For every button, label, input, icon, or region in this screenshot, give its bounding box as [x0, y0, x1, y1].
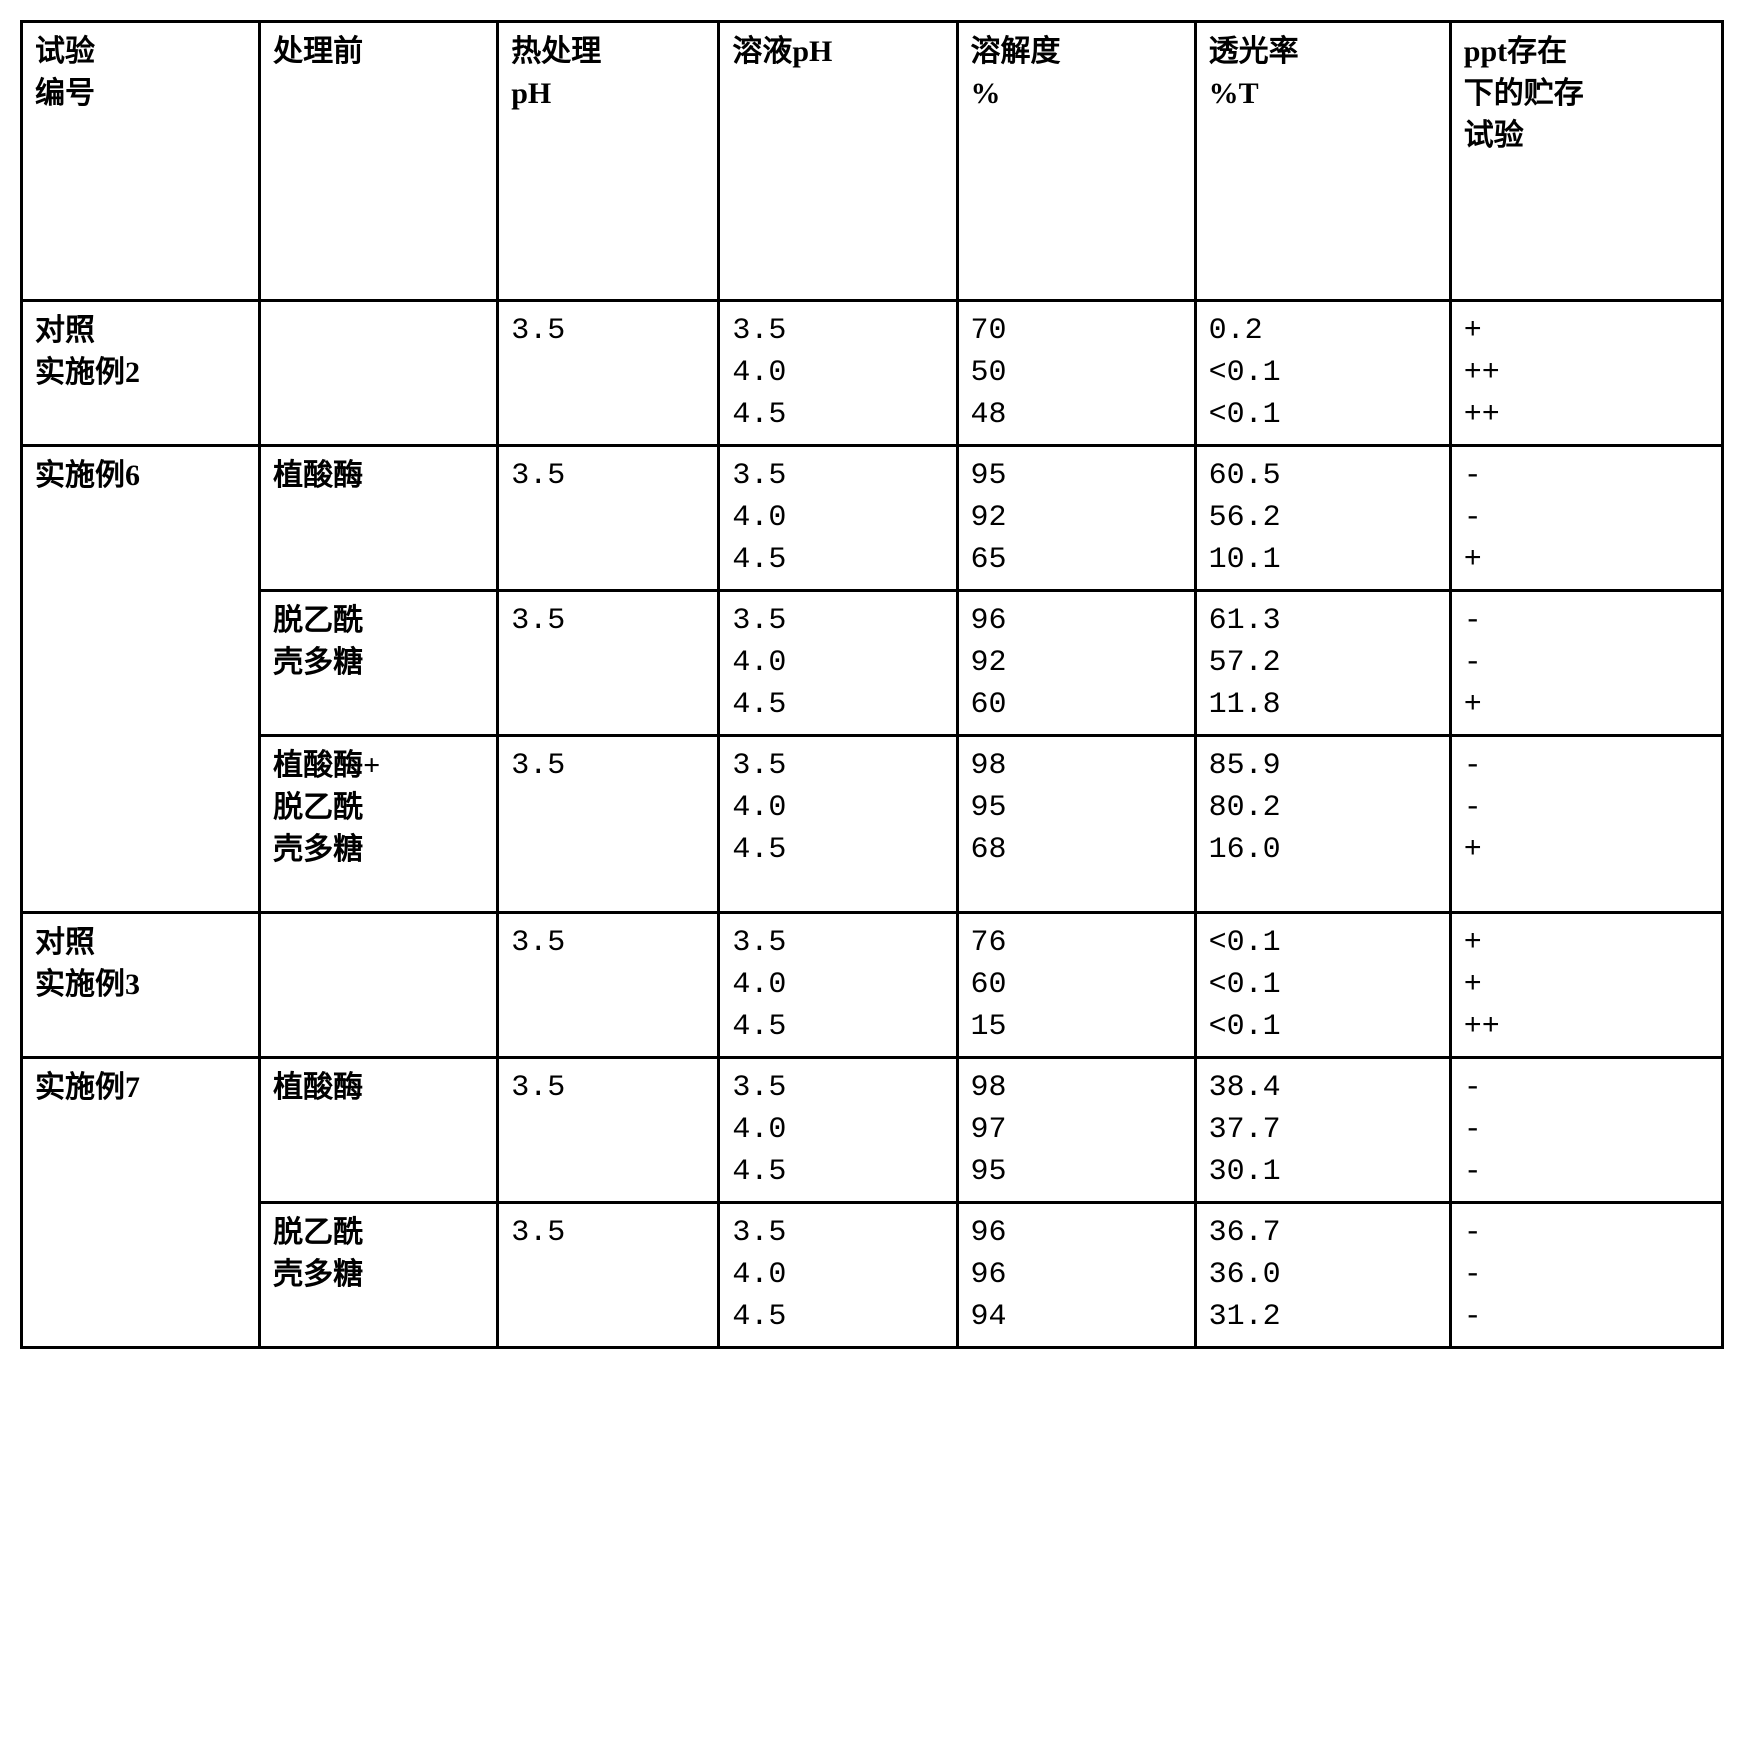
cell-c5: <0.1<0.1<0.1 [1195, 913, 1450, 1058]
cell-c1 [260, 913, 498, 1058]
cell-c4: 989568 [957, 736, 1195, 913]
cell-c6: --- [1450, 1203, 1722, 1348]
table-header-row: 试验编号处理前热处理pH溶液pH溶解度%透光率%Tppt存在下的贮存试验 [22, 22, 1723, 301]
cell-trial-id: 对照实施例2 [22, 301, 260, 446]
col-header-0: 试验编号 [22, 22, 260, 301]
cell-c3: 3.54.04.5 [719, 591, 957, 736]
cell-c5: 61.357.211.8 [1195, 591, 1450, 736]
cell-c2: 3.5 [498, 1203, 719, 1348]
table-row: 对照实施例3 3.53.54.04.5766015<0.1<0.1<0.1++++ [22, 913, 1723, 1058]
cell-c5: 60.556.210.1 [1195, 446, 1450, 591]
table-row: 实施例7植酸酶3.53.54.04.598979538.437.730.1--- [22, 1058, 1723, 1203]
cell-c6: ++++ [1450, 913, 1722, 1058]
cell-c5: 38.437.730.1 [1195, 1058, 1450, 1203]
table-body: 对照实施例23.53.54.04.5705048 0.2<0.1<0.1++++… [22, 301, 1723, 1348]
cell-c4: 705048 [957, 301, 1195, 446]
cell-c3: 3.54.04.5 [719, 1203, 957, 1348]
cell-c2: 3.5 [498, 1058, 719, 1203]
cell-c3: 3.54.04.5 [719, 301, 957, 446]
cell-c1: 植酸酶 [260, 1058, 498, 1203]
cell-c1: 植酸酶+脱乙酰壳多糖 [260, 736, 498, 913]
col-header-5: 透光率%T [1195, 22, 1450, 301]
col-header-2: 热处理pH [498, 22, 719, 301]
cell-c2: 3.5 [498, 301, 719, 446]
col-header-3: 溶液pH [719, 22, 957, 301]
cell-c3: 3.54.04.5 [719, 913, 957, 1058]
cell-c5: 36.736.031.2 [1195, 1203, 1450, 1348]
table-row: 实施例6植酸酶3.53.54.04.595926560.556.210.1--+ [22, 446, 1723, 591]
cell-c1: 脱乙酰壳多糖 [260, 591, 498, 736]
data-table: 试验编号处理前热处理pH溶液pH溶解度%透光率%Tppt存在下的贮存试验 对照实… [20, 20, 1724, 1349]
col-header-4: 溶解度% [957, 22, 1195, 301]
cell-c1: 脱乙酰壳多糖 [260, 1203, 498, 1348]
cell-c4: 959265 [957, 446, 1195, 591]
cell-c3: 3.54.04.5 [719, 1058, 957, 1203]
cell-c1 [260, 301, 498, 446]
cell-c2: 3.5 [498, 913, 719, 1058]
cell-trial-id: 对照实施例3 [22, 913, 260, 1058]
cell-trial-id: 实施例7 [22, 1058, 260, 1348]
cell-c2: 3.5 [498, 446, 719, 591]
cell-c5: 85.980.216.0 [1195, 736, 1450, 913]
col-header-6: ppt存在下的贮存试验 [1450, 22, 1722, 301]
cell-trial-id: 实施例6 [22, 446, 260, 913]
cell-c6: +++++ [1450, 301, 1722, 446]
cell-c2: 3.5 [498, 591, 719, 736]
cell-c4: 766015 [957, 913, 1195, 1058]
table-row: 脱乙酰壳多糖3.53.54.04.596969436.736.031.2--- [22, 1203, 1723, 1348]
cell-c2: 3.5 [498, 736, 719, 913]
cell-c6: --+ [1450, 591, 1722, 736]
cell-c4: 989795 [957, 1058, 1195, 1203]
table-row: 脱乙酰壳多糖3.53.54.04.596926061.357.211.8--+ [22, 591, 1723, 736]
table-row: 植酸酶+脱乙酰壳多糖3.53.54.04.598956885.980.216.0… [22, 736, 1723, 913]
cell-c3: 3.54.04.5 [719, 736, 957, 913]
cell-c4: 969694 [957, 1203, 1195, 1348]
cell-c3: 3.54.04.5 [719, 446, 957, 591]
cell-c4: 969260 [957, 591, 1195, 736]
cell-c6: --- [1450, 1058, 1722, 1203]
cell-c1: 植酸酶 [260, 446, 498, 591]
table-row: 对照实施例2 3.53.54.04.5705048 0.2<0.1<0.1++++… [22, 301, 1723, 446]
cell-c5: 0.2<0.1<0.1 [1195, 301, 1450, 446]
col-header-1: 处理前 [260, 22, 498, 301]
cell-c6: --+ [1450, 446, 1722, 591]
cell-c6: --+ [1450, 736, 1722, 913]
